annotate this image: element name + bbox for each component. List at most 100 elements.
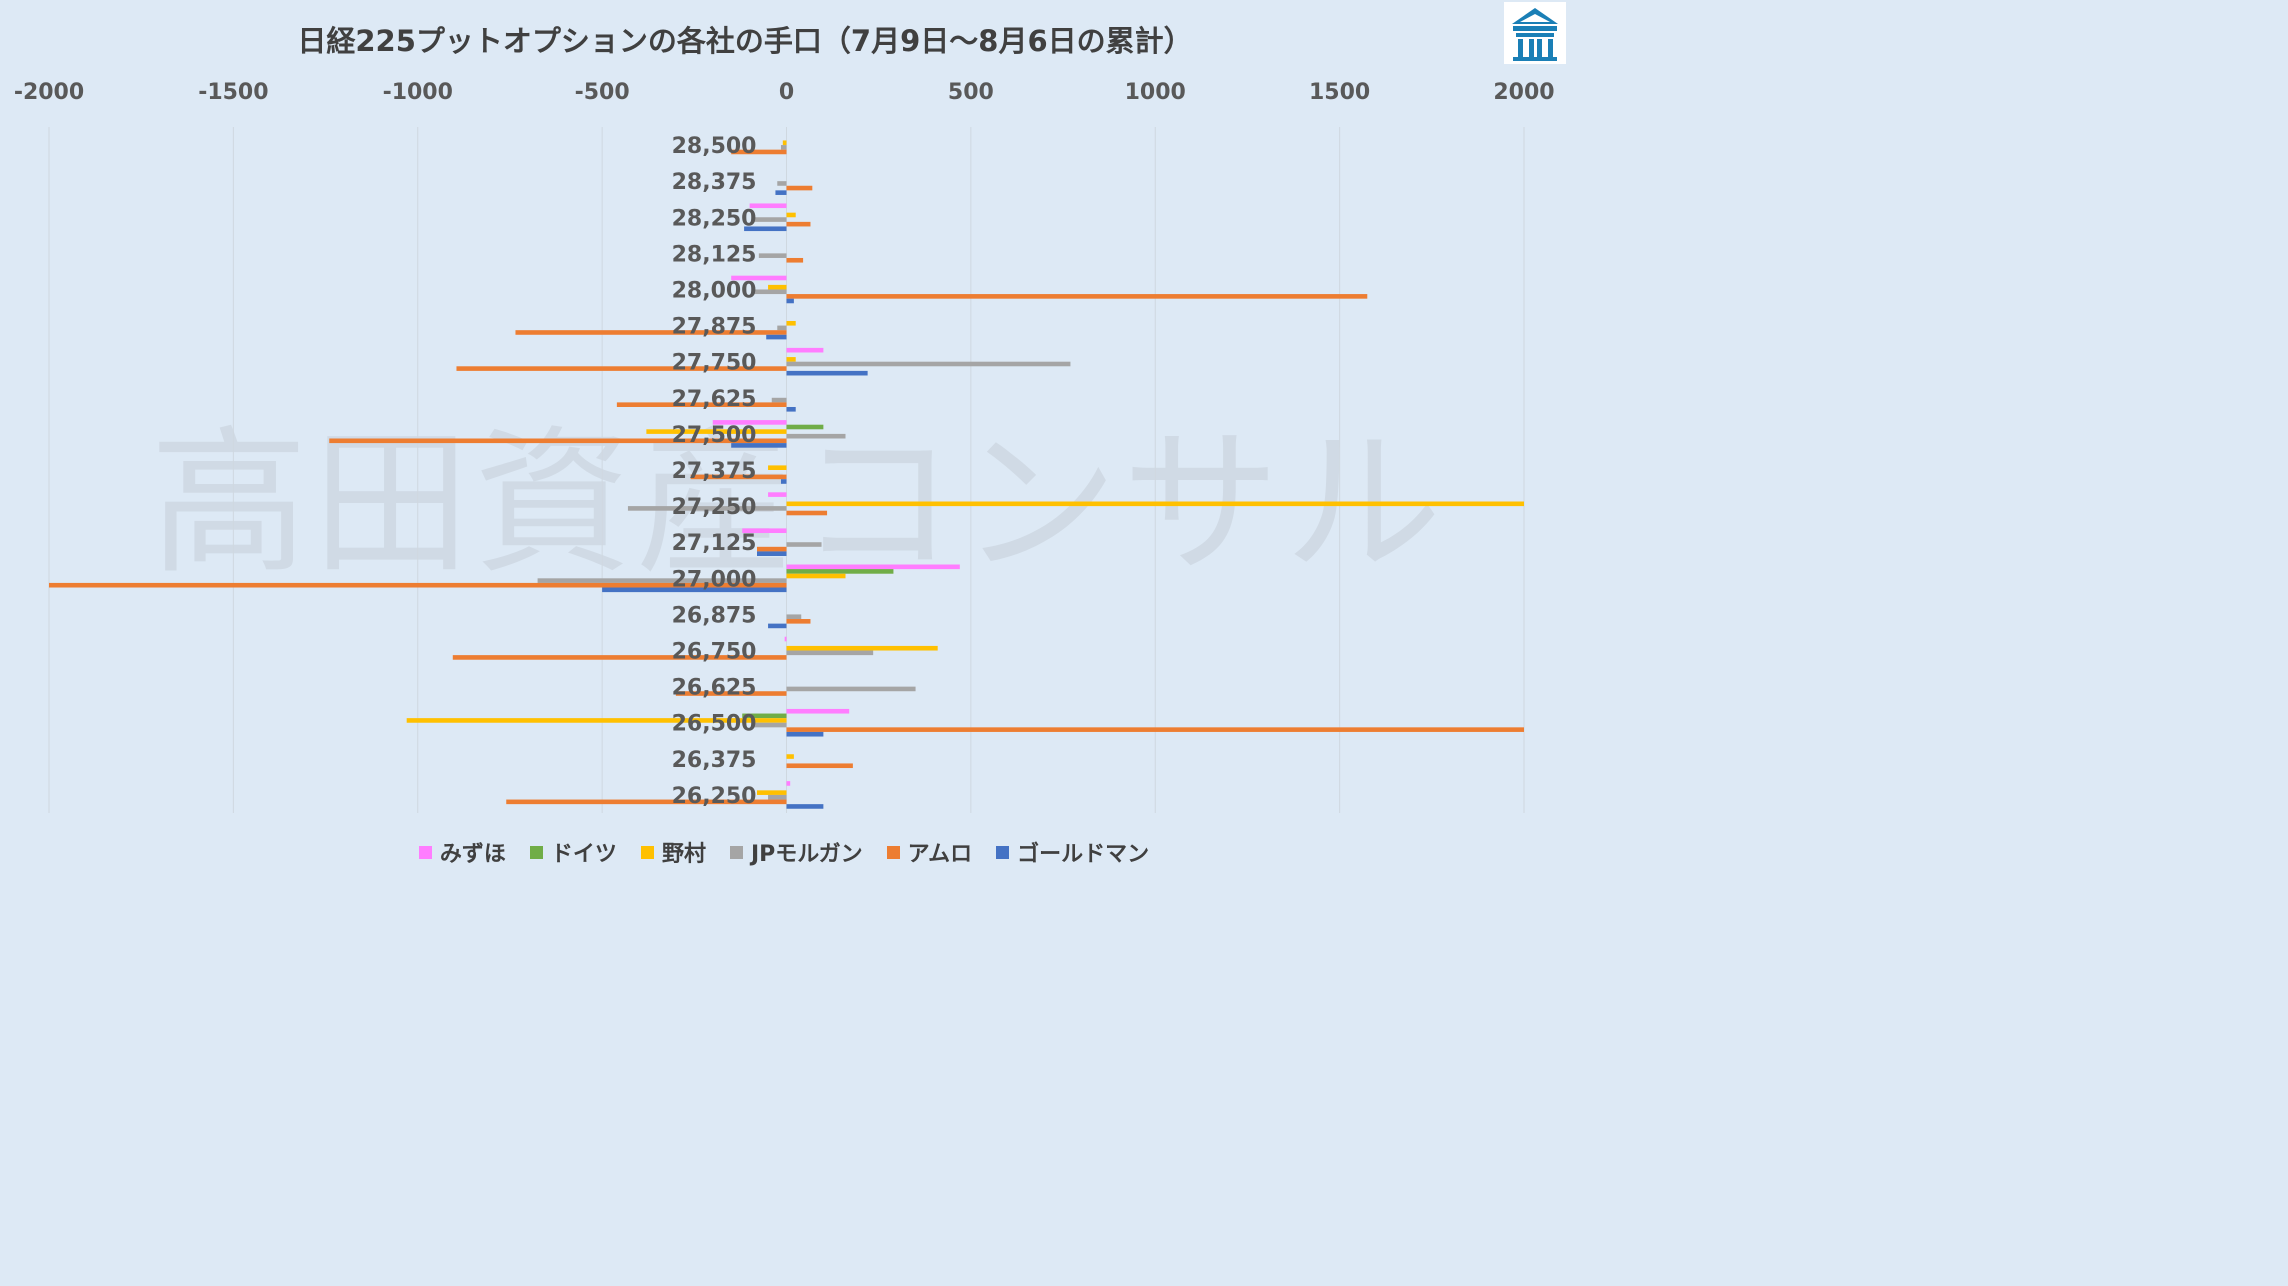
bar xyxy=(753,289,787,295)
bar xyxy=(731,275,787,281)
bar xyxy=(786,727,1524,732)
bar xyxy=(786,370,868,376)
legend-item: 野村 xyxy=(640,836,706,868)
bar xyxy=(786,804,824,809)
bar xyxy=(786,424,824,430)
legend-label: 野村 xyxy=(661,842,706,867)
bar xyxy=(616,402,787,407)
bar xyxy=(786,731,824,737)
bar xyxy=(731,443,787,448)
category-label: 27,250 xyxy=(672,495,757,520)
bar xyxy=(768,465,787,470)
takata-logo-icon xyxy=(1504,2,1566,64)
bar xyxy=(452,655,787,660)
bar xyxy=(768,794,787,800)
bar xyxy=(758,253,787,258)
bar xyxy=(786,257,804,263)
x-tick-label: -1500 xyxy=(198,80,268,105)
bar xyxy=(786,781,791,786)
bar xyxy=(768,284,787,290)
bar xyxy=(786,406,796,412)
bar xyxy=(786,501,1524,507)
bar xyxy=(456,366,787,371)
bar xyxy=(744,226,787,232)
bar xyxy=(775,190,787,195)
bar xyxy=(712,420,787,425)
bar xyxy=(786,708,850,714)
x-tick-label: -1000 xyxy=(383,80,453,105)
legend-item: みずほ xyxy=(418,836,506,868)
category-label: 27,125 xyxy=(672,531,757,556)
bar xyxy=(768,623,787,629)
x-tick-label: 0 xyxy=(779,80,794,105)
bar xyxy=(786,510,828,516)
bar xyxy=(690,474,787,480)
category-label: 28,000 xyxy=(672,278,757,303)
chart-title: 日経225プットオプションの各社の手口（7月9日～8月6日の累計） xyxy=(297,24,1193,58)
bar xyxy=(786,298,794,304)
legend-item: ドイツ xyxy=(529,836,617,868)
legend-label: アムロ xyxy=(907,842,973,867)
bar xyxy=(786,294,1368,299)
bar xyxy=(602,587,787,593)
legend-label: JPモルガン xyxy=(750,842,863,867)
bar xyxy=(786,754,794,759)
legend-swatch xyxy=(640,845,654,859)
x-tick-label: 1000 xyxy=(1125,80,1186,105)
bar xyxy=(786,573,846,579)
category-label: 26,750 xyxy=(672,640,757,665)
category-label: 26,250 xyxy=(672,784,757,809)
x-tick-label: 2000 xyxy=(1493,80,1554,105)
bar xyxy=(782,140,787,146)
bar xyxy=(753,217,787,222)
x-axis-ticks: -2000 -1500 -1000 -500 0 500 1000 1500 2000 xyxy=(14,80,1555,105)
legend-swatch xyxy=(418,845,432,859)
chart-plot: -2000 -1500 -1000 -500 0 500 1000 1500 2000 28,5… xyxy=(14,80,1555,813)
legend-label: ゴールドマン xyxy=(1017,842,1150,867)
bar xyxy=(786,619,811,624)
category-labels: 28,500 28,375 28,250 28,125 28,000 27,875 27,7… xyxy=(672,134,757,809)
bar xyxy=(786,763,853,769)
bar xyxy=(766,334,787,340)
category-label: 26,375 xyxy=(672,748,757,773)
bar xyxy=(757,790,787,795)
bar xyxy=(777,325,787,331)
category-label: 27,875 xyxy=(672,315,757,340)
bar xyxy=(49,582,787,588)
category-label: 28,125 xyxy=(672,242,757,267)
category-label: 26,500 xyxy=(672,712,757,737)
x-tick-label: -2000 xyxy=(14,80,84,105)
category-label: 27,375 xyxy=(672,459,757,484)
bar xyxy=(506,799,787,805)
x-tick-label: 500 xyxy=(948,80,994,105)
bar xyxy=(768,492,787,497)
bar xyxy=(786,686,916,692)
bar xyxy=(786,361,1071,367)
category-label: 27,625 xyxy=(672,387,757,412)
legend-swatch xyxy=(729,845,743,859)
category-label: 27,000 xyxy=(672,567,757,592)
bar xyxy=(749,203,787,209)
bar xyxy=(786,185,813,191)
bar xyxy=(753,722,787,728)
legend-item: ゴールドマン xyxy=(996,836,1149,868)
category-label: 26,875 xyxy=(672,603,757,628)
bar xyxy=(515,330,787,335)
bar xyxy=(786,569,894,574)
bar xyxy=(780,479,787,484)
x-tick-label: -500 xyxy=(575,80,630,105)
bar xyxy=(675,691,787,696)
bar xyxy=(786,357,796,362)
legend-label: ドイツ xyxy=(550,842,617,867)
legend-item: JPモルガン xyxy=(729,836,863,868)
category-label: 28,250 xyxy=(672,206,757,231)
legend-label: みずほ xyxy=(439,842,506,867)
bar xyxy=(786,320,796,326)
bar xyxy=(786,212,796,218)
x-tick-label: 1500 xyxy=(1309,80,1370,105)
bar xyxy=(786,347,824,353)
bar xyxy=(537,578,787,583)
bar xyxy=(777,181,787,186)
legend-swatch xyxy=(529,845,543,859)
bar xyxy=(780,145,787,150)
